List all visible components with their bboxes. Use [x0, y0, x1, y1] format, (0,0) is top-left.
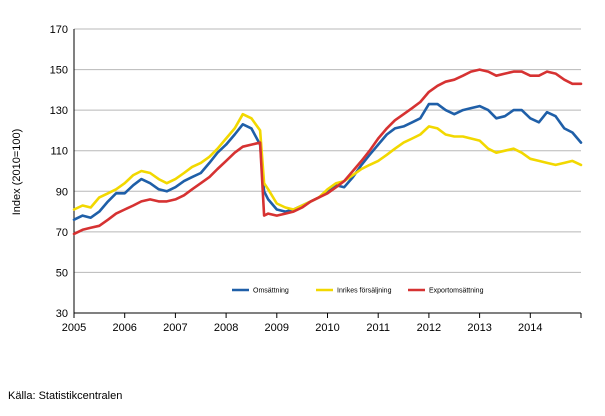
- y-tick-label: 130: [50, 105, 68, 117]
- x-axis-ticks: 2005 2006 2007 2008 2009 2010 2011 2012 2013 2014: [62, 313, 582, 334]
- legend: Omsättning Inrikes försäljning Exportomsät…: [232, 288, 484, 295]
- x-tick-label: 2009: [265, 322, 289, 334]
- x-tick-label: 2014: [518, 322, 542, 334]
- x-tick-label: 2010: [315, 322, 339, 334]
- y-tick-label: 70: [56, 227, 68, 239]
- source-note: Källa: Statistikcentralen: [8, 390, 123, 402]
- x-tick-label: 2006: [112, 322, 136, 334]
- series-line: [72, 102, 583, 221]
- x-tick-label: 2013: [467, 322, 491, 334]
- y-axis-label: Index (2010=100): [11, 129, 23, 216]
- x-tick-label: 2008: [214, 322, 238, 334]
- y-tick-label: 50: [56, 267, 68, 279]
- y-tick-label: 150: [50, 65, 68, 77]
- series-line: [72, 68, 583, 236]
- x-tick-label: 2007: [163, 322, 187, 334]
- y-tick-label: 170: [50, 24, 68, 36]
- y-tick-label: 30: [56, 308, 68, 320]
- y-tick-label: 90: [56, 186, 68, 198]
- y-tick-label: 110: [50, 146, 68, 158]
- x-tick-label: 2005: [62, 322, 86, 334]
- x-tick-label: 2012: [417, 322, 441, 334]
- gridlines: [73, 28, 581, 314]
- legend-label: Exportomsättning: [429, 288, 484, 295]
- series-lines: [72, 68, 583, 236]
- legend-label: Omsättning: [253, 288, 289, 295]
- legend-label: Inrikes försäljning: [337, 288, 392, 295]
- series-line: [72, 112, 583, 211]
- y-axis-ticks: 30 50 70 90 110 130 150 170: [50, 24, 68, 320]
- x-tick-label: 2011: [366, 322, 390, 334]
